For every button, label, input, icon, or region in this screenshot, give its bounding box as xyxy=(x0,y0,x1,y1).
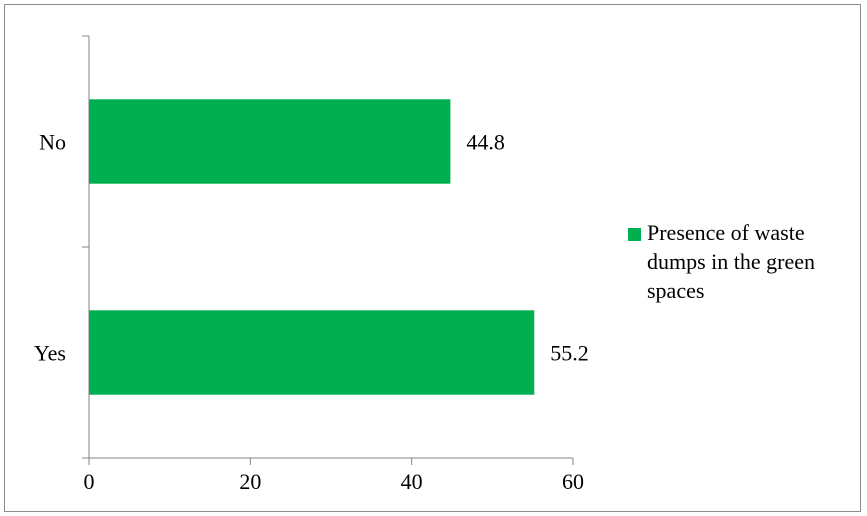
category-label: Yes xyxy=(34,341,66,366)
x-tick-label: 0 xyxy=(84,469,95,494)
bar-no xyxy=(89,99,451,184)
bar-yes xyxy=(89,310,535,395)
category-label: No xyxy=(39,130,66,155)
x-tick-label: 20 xyxy=(239,469,261,494)
chart-frame xyxy=(4,4,861,512)
legend-swatch xyxy=(628,228,641,241)
data-label: 55.2 xyxy=(550,341,589,366)
chart-labels: 0 20 40 60 No 44.8 Yes 55.2 xyxy=(34,130,589,495)
chart-bars xyxy=(89,99,535,395)
legend: Presence of waste dumps in the green spa… xyxy=(628,218,858,305)
data-label: 44.8 xyxy=(466,130,505,155)
x-tick-label: 60 xyxy=(562,469,584,494)
x-tick-label: 40 xyxy=(401,469,423,494)
legend-label: Presence of waste dumps in the green spa… xyxy=(647,220,816,303)
